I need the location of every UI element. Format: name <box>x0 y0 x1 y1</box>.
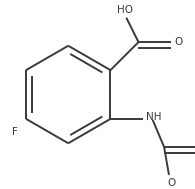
Text: O: O <box>167 178 176 188</box>
Text: NH: NH <box>146 112 161 122</box>
Text: O: O <box>175 37 183 47</box>
Text: HO: HO <box>117 5 133 15</box>
Text: F: F <box>12 127 18 137</box>
